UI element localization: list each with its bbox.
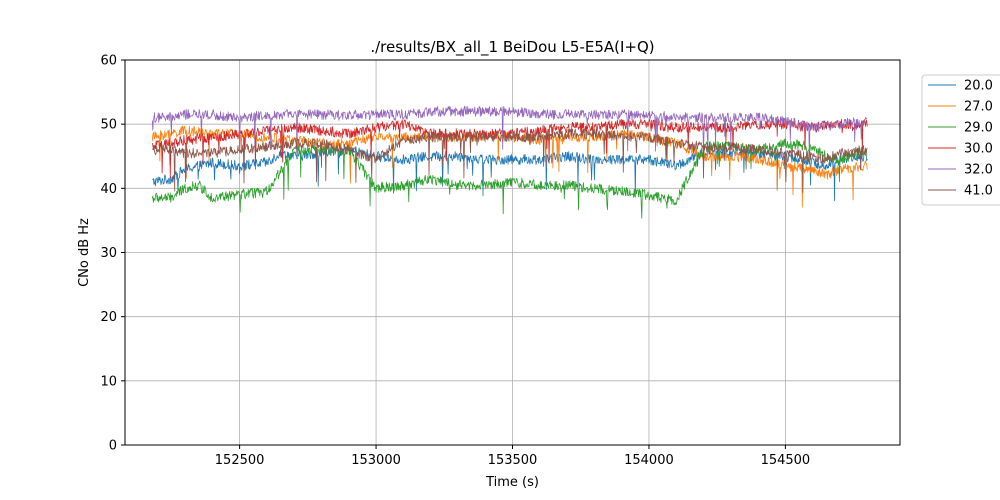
y-tick-label: 20 xyxy=(100,310,117,325)
x-tick-label: 153000 xyxy=(351,453,401,468)
x-tick-label: 154500 xyxy=(761,453,811,468)
legend-label: 41.0 xyxy=(964,184,993,199)
y-tick-label: 50 xyxy=(100,118,117,133)
series-line-32.0 xyxy=(151,105,868,163)
legend: 20.0 27.0 29.0 30.0 32.0 41.0 xyxy=(921,74,1000,206)
series-line-30.0 xyxy=(151,118,868,179)
legend-box xyxy=(921,74,1000,206)
legend-label: 30.0 xyxy=(964,142,993,157)
series-line-41.0 xyxy=(151,128,868,193)
x-axis-label: Time (s) xyxy=(485,475,539,490)
series-line-29.0 xyxy=(151,138,868,219)
ticks: 0 10 20 30 40 50 60 152500 153000 153500 154000 154… xyxy=(100,54,810,469)
x-tick-label: 153500 xyxy=(488,453,538,468)
y-tick-label: 0 xyxy=(109,439,117,454)
legend-label: 27.0 xyxy=(964,100,993,115)
x-tick-label: 152500 xyxy=(215,453,265,468)
y-tick-label: 10 xyxy=(100,374,117,389)
chart-title: ./results/BX_all_1 BeiDou L5-E5A(I+Q) xyxy=(370,38,654,57)
y-tick-label: 40 xyxy=(100,182,117,197)
legend-label: 29.0 xyxy=(964,121,993,136)
legend-label: 32.0 xyxy=(964,163,993,178)
x-tick-label: 154000 xyxy=(624,453,674,468)
y-tick-label: 30 xyxy=(100,246,117,261)
legend-label: 20.0 xyxy=(964,79,993,94)
y-tick-label: 60 xyxy=(100,54,117,69)
y-axis-label: CNo dB Hz xyxy=(77,218,92,287)
series-lines xyxy=(151,105,868,219)
series-line-27.0 xyxy=(151,125,868,208)
